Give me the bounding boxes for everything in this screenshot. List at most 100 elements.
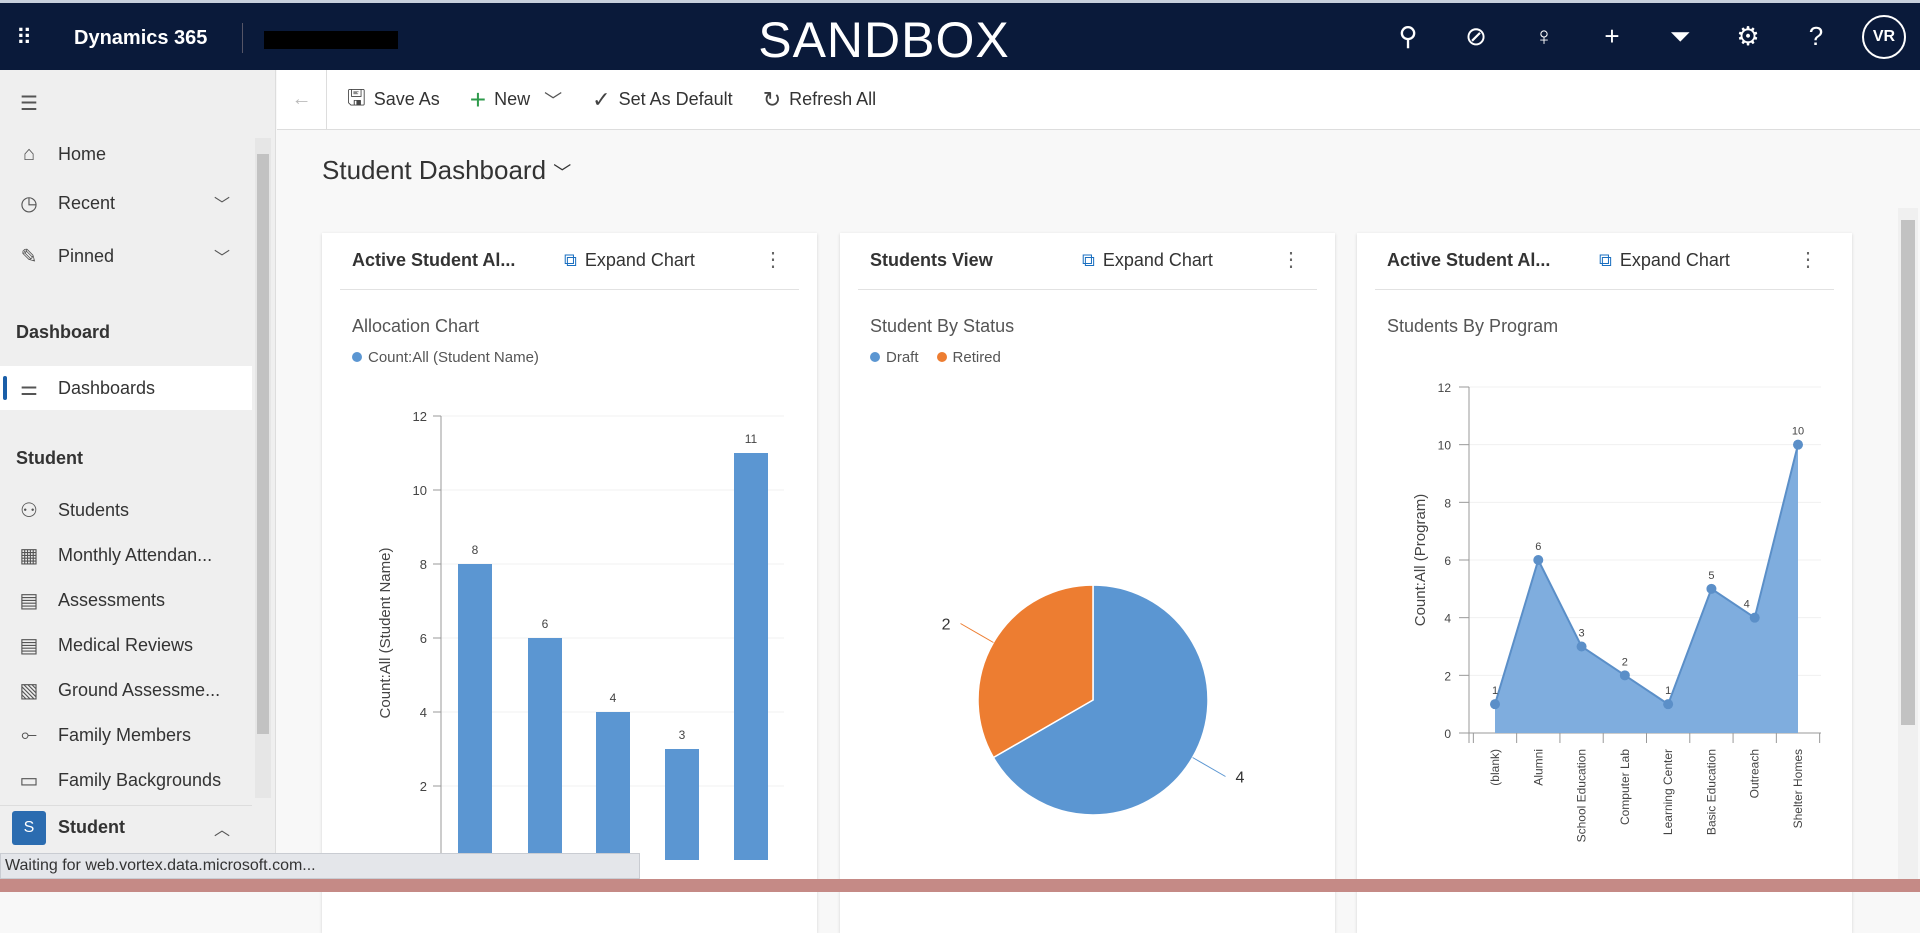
data-point [1793, 439, 1803, 450]
sidebar-item-assessments[interactable]: ▤ Assessments [0, 578, 252, 622]
data-label: 1 [1665, 685, 1671, 697]
dashboard-selector[interactable]: Student Dashboard ﹀ [322, 155, 571, 186]
back-button[interactable]: ← [277, 69, 327, 130]
y-tick-label: 8 [420, 557, 427, 572]
gear-icon[interactable]: ⚙ [1736, 21, 1760, 51]
expand-chart-button[interactable]: ⧉ Expand Chart [1082, 250, 1213, 271]
expand-chart-button[interactable]: ⧉ Expand Chart [564, 250, 695, 271]
refresh-all-button[interactable]: ↻ Refresh All [763, 87, 876, 113]
sidebar-item-pinned[interactable]: ✎ Pinned ﹀ [0, 234, 252, 278]
sidebar-item-recent[interactable]: ◷ Recent ﹀ [0, 181, 252, 225]
label: Pinned [58, 245, 115, 266]
expand-icon: ⧉ [1599, 250, 1612, 270]
environment-label: SANDBOX [758, 12, 1010, 68]
chart-card-program: Active Student Al... ⧉ Expand Chart ⋮ Stu… [1357, 233, 1852, 933]
leader-line [960, 623, 994, 643]
chevron-down-icon[interactable]: ﹀ [213, 250, 230, 267]
calendar-icon: ▦ [19, 544, 39, 567]
hamburger-icon: ☰ [20, 92, 38, 115]
sidebar-item-dashboards[interactable]: ⚌ Dashboards [0, 366, 252, 410]
data-point [1533, 555, 1544, 565]
legend-label: Draft [886, 349, 919, 366]
new-button[interactable]: + New ﹀ [470, 84, 562, 116]
form-icon: ▧ [19, 679, 39, 702]
app-launcher-icon[interactable]: ⠿ [16, 25, 32, 50]
legend: Draft Retired [870, 349, 1001, 366]
label: Medical Reviews [58, 634, 194, 655]
area-switcher[interactable]: S Student ︿ [0, 805, 252, 849]
label: Expand Chart [584, 250, 695, 270]
lightbulb-icon[interactable]: ♀ [1534, 21, 1554, 51]
more-options-button[interactable]: ⋮ [1281, 249, 1301, 271]
chevron-down-icon[interactable]: ﹀ [544, 90, 563, 111]
status-bar: Waiting for web.vortex.data.microsoft.co… [0, 853, 640, 879]
legend-dot [352, 352, 362, 362]
more-options-button[interactable]: ⋮ [763, 249, 783, 271]
sidebar-item-ground-assessments[interactable]: ▧ Ground Assessme... [0, 668, 252, 712]
plus-icon[interactable]: + [1604, 21, 1620, 51]
pie-slice-retired [977, 584, 1094, 759]
y-tick-label: 12 [413, 409, 427, 424]
label: Assessments [58, 589, 166, 610]
help-icon[interactable]: ? [1808, 21, 1824, 51]
set-as-default-button[interactable]: ✓ Set As Default [592, 87, 733, 113]
refresh-icon: ↻ [762, 86, 782, 112]
home-icon: ⌂ [22, 142, 36, 165]
area-badge-text: S [12, 810, 46, 845]
search-icon[interactable]: ⚲ [1398, 21, 1418, 51]
clock-icon: ◷ [20, 192, 38, 215]
x-tick-label: School Education [1575, 749, 1589, 842]
data-label: 6 [1535, 541, 1541, 553]
main-scrollbar[interactable] [1898, 208, 1918, 892]
save-as-button[interactable]: 🖫 Save As [347, 81, 440, 119]
filter-icon[interactable]: ⏷ [1669, 20, 1691, 51]
sidebar-item-family-members[interactable]: ⟜ Family Members [0, 713, 252, 757]
divider [858, 289, 1317, 290]
scrollbar-thumb[interactable] [1901, 220, 1915, 725]
bar [734, 453, 768, 860]
sidebar-item-medical-reviews[interactable]: ▤ Medical Reviews [0, 623, 252, 667]
sidebar-item-family-backgrounds[interactable]: ▭ Family Backgrounds [0, 758, 252, 802]
app-name[interactable]: Dynamics 365 [74, 27, 208, 49]
x-tick-label: Learning Center [1661, 749, 1675, 835]
x-tick-label: Shelter Homes [1791, 749, 1805, 828]
more-options-button[interactable]: ⋮ [1798, 249, 1818, 271]
chevron-up-icon: ︿ [213, 821, 230, 839]
x-tick-label: Basic Education [1704, 749, 1718, 835]
y-tick-label: 0 [1444, 727, 1451, 741]
label: Family Members [58, 724, 192, 745]
chart-title: Student By Status [870, 316, 1015, 336]
task-icon[interactable]: ⊘ [1465, 21, 1487, 51]
label: Student [58, 817, 125, 837]
avatar[interactable]: VR [1862, 14, 1906, 59]
chart-title: Students By Program [1387, 316, 1559, 336]
section-dashboard: Dashboard [16, 322, 111, 342]
sidebar-item-home[interactable]: ⌂ Home [0, 132, 252, 176]
area-fill [1495, 444, 1798, 733]
document-icon: ▤ [19, 634, 39, 657]
y-tick-label: 12 [1438, 381, 1452, 395]
divider [1375, 289, 1834, 290]
top-nav-bar: ⠿ Dynamics 365 SANDBOX ⚲ ⊘ ♀ + ⏷ ⚙ ? VR [0, 0, 1920, 70]
y-tick-label: 10 [1438, 439, 1452, 453]
sidebar-scrollbar[interactable] [255, 138, 271, 798]
x-tick-label: Outreach [1748, 749, 1762, 798]
leader-line [1192, 757, 1226, 777]
legend-item-draft[interactable]: Draft [870, 349, 919, 366]
pin-icon: ✎ [20, 245, 38, 268]
sidebar-item-monthly-attendance[interactable]: ▦ Monthly Attendan... [0, 533, 252, 577]
bar [665, 749, 699, 860]
chevron-down-icon[interactable]: ﹀ [213, 197, 230, 214]
expand-chart-button[interactable]: ⧉ Expand Chart [1599, 250, 1730, 271]
scrollbar-thumb[interactable] [257, 154, 269, 734]
label: Monthly Attendan... [58, 544, 213, 565]
save-icon: 🖫 [347, 84, 366, 110]
hamburger-menu-button[interactable]: ☰ [0, 81, 252, 125]
data-label: 4 [610, 691, 617, 705]
data-point [1619, 670, 1630, 681]
legend-item[interactable]: Count:All (Student Name) [352, 349, 539, 366]
legend-dot [936, 352, 947, 362]
data-label: 10 [1792, 426, 1804, 438]
sidebar-item-students[interactable]: ⚇ Students [0, 488, 252, 532]
legend-item-retired[interactable]: Retired [936, 349, 1001, 366]
